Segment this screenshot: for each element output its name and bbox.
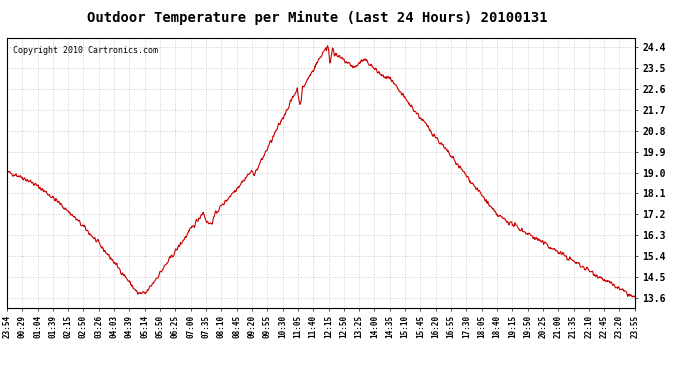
Text: Copyright 2010 Cartronics.com: Copyright 2010 Cartronics.com — [13, 46, 158, 55]
Text: Outdoor Temperature per Minute (Last 24 Hours) 20100131: Outdoor Temperature per Minute (Last 24 … — [87, 11, 548, 26]
